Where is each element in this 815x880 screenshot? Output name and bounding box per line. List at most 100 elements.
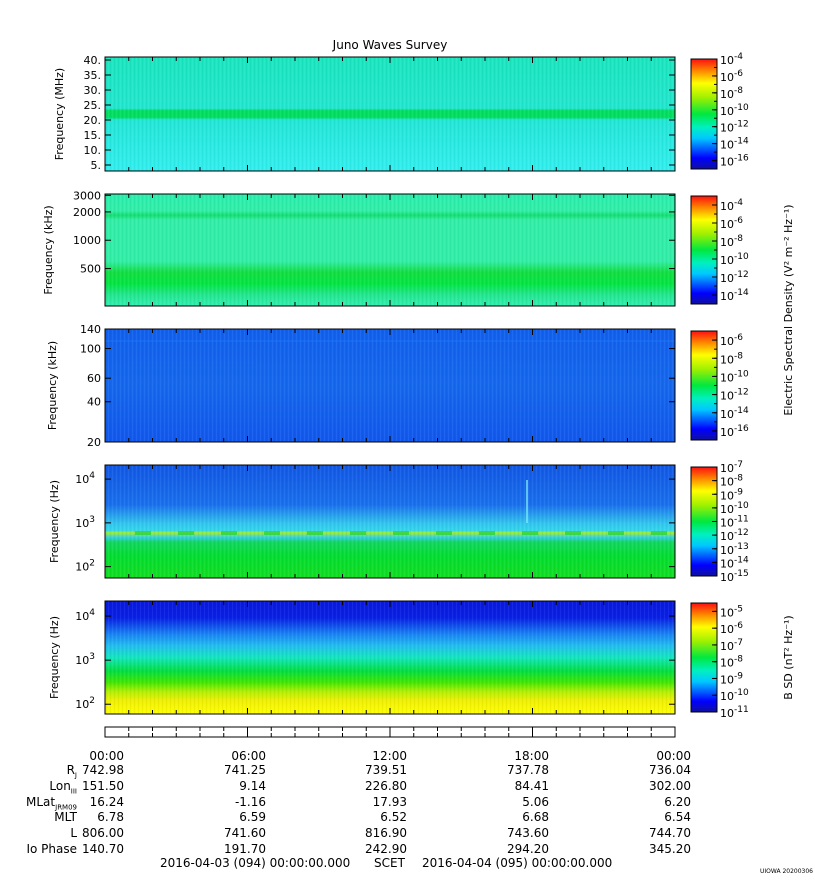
colorbar-tick-label: 10-6 bbox=[720, 216, 743, 231]
band-dot bbox=[565, 531, 581, 535]
y-tick-label: 25. bbox=[84, 99, 102, 112]
colorbar-exponent: -14 bbox=[734, 555, 749, 565]
spectrogram-texture bbox=[105, 194, 675, 306]
colorbar-tick-label: 10-11 bbox=[720, 705, 749, 720]
spectrogram-panel-3: 140 100 60 40 20 Frequency (kHz) 10-6 10-8 10-10… bbox=[46, 323, 749, 449]
ephemeris-value: 742.98 bbox=[82, 763, 124, 777]
ephemeris-value: 6.59 bbox=[239, 810, 266, 825]
ephemeris-label: Io Phase bbox=[26, 842, 77, 856]
band-dot bbox=[264, 531, 280, 535]
ephemeris-value: 9.14 bbox=[239, 778, 266, 793]
y-tick-exponent: 2 bbox=[89, 696, 95, 706]
colorbar-exponent: -6 bbox=[734, 333, 743, 343]
band-dot bbox=[479, 531, 495, 535]
colorbar-tick-label: 10-10 bbox=[720, 252, 749, 267]
y-tick-label: 102 bbox=[75, 696, 95, 711]
y-tick-label: 30. bbox=[84, 84, 102, 97]
ephemeris-value: 191.70 bbox=[224, 842, 266, 856]
y-tick-label: 40. bbox=[84, 54, 102, 67]
y-tick-label: 100 bbox=[80, 343, 101, 356]
ephemeris-value: 741.60 bbox=[224, 826, 266, 841]
band-dot bbox=[651, 531, 667, 535]
spectrogram-panel-1: 5. 10. 15. 20. 25. 30. 35. 40. Frequency (MHz) 10… bbox=[53, 52, 749, 172]
colorbar-exponent: -6 bbox=[734, 621, 743, 631]
band-dot bbox=[393, 531, 409, 535]
ephemeris-label: RJ bbox=[66, 763, 77, 780]
colorbar-tick-label: 10-16 bbox=[720, 424, 749, 439]
colorbar-tick-label: 10-6 bbox=[720, 333, 743, 348]
y-tick-label: 10. bbox=[84, 144, 102, 157]
colorbar-exponent: -10 bbox=[734, 369, 749, 379]
band-dot bbox=[522, 531, 538, 535]
band-dot bbox=[350, 531, 366, 535]
ephemeris-value: 294.20 bbox=[507, 842, 549, 856]
ephemeris-value: 737.78 bbox=[507, 763, 549, 777]
ephemeris-value: -1.16 bbox=[234, 794, 266, 809]
colorbar-exponent: -10 bbox=[734, 103, 749, 113]
colorbar-side-label: B SD (nT² Hz⁻¹) bbox=[782, 615, 795, 699]
y-axis-label: Frequency (Hz) bbox=[48, 480, 61, 563]
band-dot bbox=[307, 531, 323, 535]
colorbar-exponent: -8 bbox=[734, 86, 743, 96]
colorbar-exponent: -12 bbox=[734, 528, 749, 538]
colorbar-tick-label: 10-15 bbox=[720, 569, 749, 584]
colorbar-tick-label: 10-8 bbox=[720, 86, 743, 101]
band-dot bbox=[221, 531, 237, 535]
colorbar-tick-label: 10-10 bbox=[720, 369, 749, 384]
colorbar-exponent: -10 bbox=[734, 252, 749, 262]
spectrogram-texture bbox=[105, 329, 675, 442]
y-tick-label: 20 bbox=[87, 436, 101, 449]
ephemeris-label-sub: JRM09 bbox=[55, 802, 77, 811]
y-tick-label: 40 bbox=[87, 396, 101, 409]
colorbar-exponent: -12 bbox=[734, 270, 749, 280]
colorbar-tick-label: 10-14 bbox=[720, 137, 749, 152]
ephemeris-value: 151.50 bbox=[82, 778, 124, 793]
colorbar-tick-label: 10-12 bbox=[720, 388, 749, 403]
y-tick-exponent: 4 bbox=[89, 608, 95, 618]
watermark: UIOWA 20200306 bbox=[760, 868, 813, 875]
time-label: 00:00 bbox=[89, 749, 124, 763]
colorbar-tick-label: 10-5 bbox=[720, 604, 743, 619]
band-dot bbox=[135, 531, 151, 535]
y-axis-label: Frequency (kHz) bbox=[42, 205, 55, 294]
colorbar-exponent: -16 bbox=[734, 154, 749, 164]
y-tick-label: 104 bbox=[75, 608, 95, 623]
ephemeris-value: 6.20 bbox=[664, 794, 691, 809]
colorbar-exponent: -7 bbox=[734, 460, 743, 470]
y-tick-exponent: 3 bbox=[89, 652, 95, 662]
ephemeris-value: 84.41 bbox=[514, 778, 549, 793]
band-dot bbox=[436, 531, 452, 535]
colorbar bbox=[691, 331, 717, 440]
colorbar bbox=[691, 59, 717, 169]
band-dot bbox=[178, 531, 194, 535]
y-tick-exponent: 3 bbox=[89, 515, 95, 525]
colorbar-exponent: -7 bbox=[734, 638, 743, 648]
footer-scet: SCET bbox=[374, 856, 405, 870]
ephemeris-label-sub: III bbox=[70, 787, 77, 796]
ephemeris-value: 744.70 bbox=[649, 826, 691, 841]
colorbar-exponent: -10 bbox=[734, 501, 749, 511]
ephemeris-value: 226.80 bbox=[365, 778, 407, 793]
ephemeris-value: 743.60 bbox=[507, 826, 549, 841]
ephemeris-value: 16.24 bbox=[89, 794, 124, 809]
colorbar-exponent: -13 bbox=[734, 542, 749, 552]
y-tick-label: 1000 bbox=[73, 234, 101, 247]
colorbar-exponent: -4 bbox=[734, 198, 743, 208]
ephemeris-value: 302.00 bbox=[649, 778, 691, 793]
colorbar-frame bbox=[690, 58, 718, 170]
y-tick-label: 20. bbox=[84, 114, 102, 127]
colorbar-tick-label: 10-14 bbox=[720, 288, 749, 303]
colorbar-exponent: -8 bbox=[734, 234, 743, 244]
y-axis-label: Frequency (kHz) bbox=[46, 341, 59, 430]
ephemeris-value: 736.04 bbox=[649, 763, 691, 777]
colorbar-tick-label: 10-6 bbox=[720, 621, 743, 636]
colorbar-exponent: -16 bbox=[734, 424, 749, 434]
time-label: 00:00 bbox=[656, 749, 691, 763]
ephemeris-label: MLatJRM09 bbox=[26, 794, 77, 811]
y-tick-exponent: 4 bbox=[89, 471, 95, 481]
colorbar-tick-label: 10-12 bbox=[720, 270, 749, 285]
colorbar-tick-label: 10-9 bbox=[720, 671, 743, 686]
colorbar-tick-label: 10-7 bbox=[720, 638, 743, 653]
ephemeris-value: 741.25 bbox=[224, 763, 266, 777]
colorbar-exponent: -15 bbox=[734, 569, 749, 579]
